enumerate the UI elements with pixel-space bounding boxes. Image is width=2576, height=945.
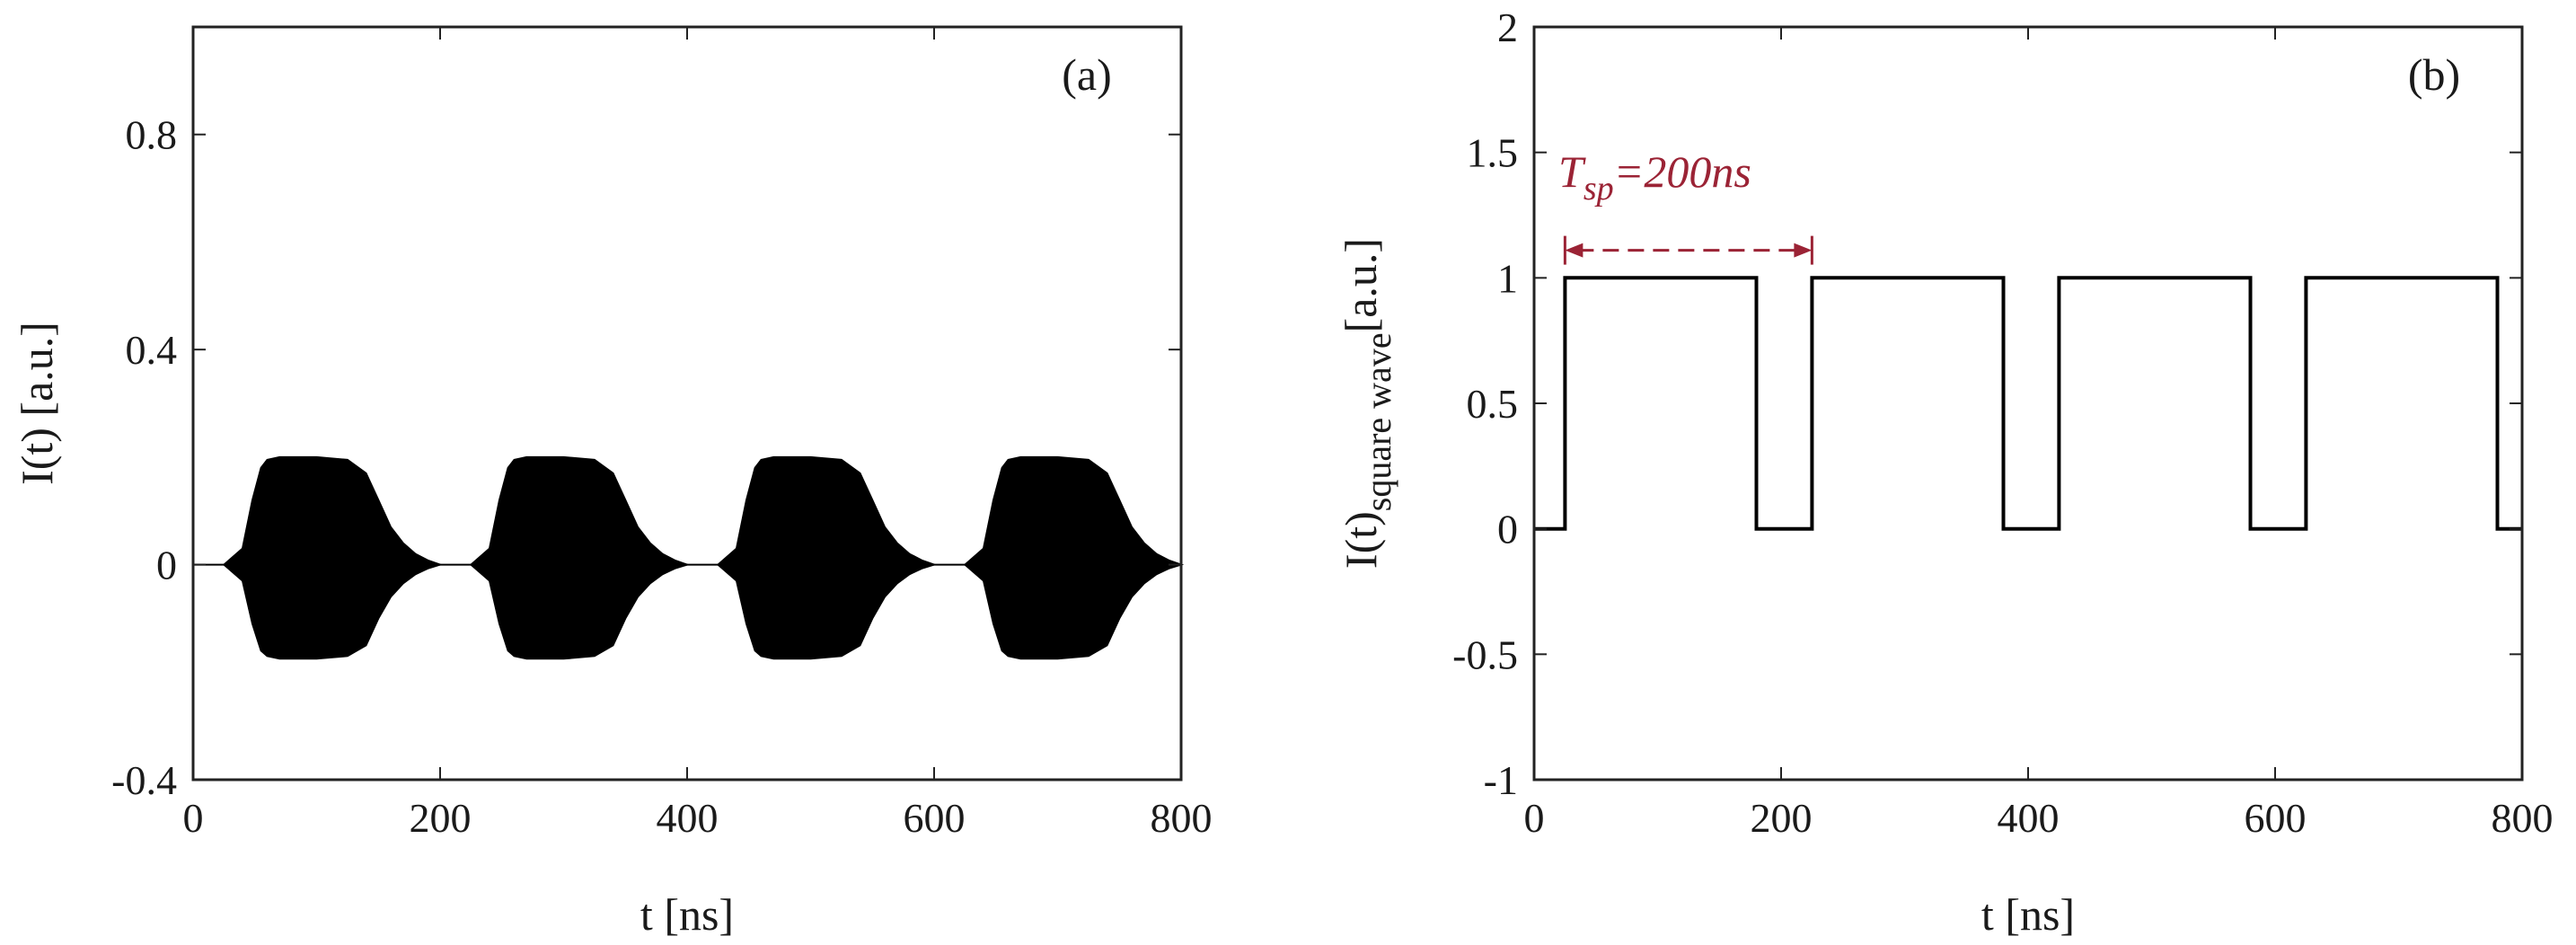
x-axis-label-b: t [ns] — [1981, 889, 2075, 940]
plot-frame-b — [1532, 25, 2524, 782]
signal-burst — [963, 455, 1185, 660]
x-tick-label: 0 — [183, 795, 204, 841]
envelope-bursts-a — [222, 455, 1185, 660]
x-ticks-a: 0 200 400 600 800 — [183, 27, 1213, 841]
x-axis-label-a: t [ns] — [640, 889, 734, 940]
y-axis-label-a: I(t) [a.u.] — [12, 322, 62, 485]
x-tick-label: 600 — [2245, 795, 2307, 841]
y-ticks-a: -0.4 0 0.4 0.8 — [111, 112, 1181, 803]
x-tick-label: 800 — [1151, 795, 1213, 841]
tsp-annotation: Tsp=200ns — [1558, 146, 1813, 265]
signal-burst — [222, 455, 444, 660]
x-tick-label: 600 — [904, 795, 966, 841]
tsp-rest: =200ns — [1614, 146, 1751, 197]
y-tick-label: -0.5 — [1452, 631, 1518, 677]
x-tick-label: 400 — [657, 795, 719, 841]
x-tick-label: 200 — [1751, 795, 1813, 841]
x-ticks-b: 0 200 400 600 800 — [1524, 27, 2554, 841]
y-tick-label: 0.4 — [126, 327, 178, 373]
x-tick-label: 800 — [2492, 795, 2554, 841]
signal-burst — [469, 455, 691, 660]
tsp-main: T — [1558, 146, 1586, 197]
y-tick-label: 1 — [1497, 255, 1518, 301]
tsp-right-arrowhead — [1794, 243, 1813, 258]
y-tick-label: 0 — [1497, 507, 1518, 552]
tsp-annotation-label: Tsp=200ns — [1558, 146, 1751, 208]
y-ticks-b: -1 -0.5 0 0.5 1 1.5 2 — [1452, 4, 2522, 803]
x-tick-label: 400 — [1998, 795, 2060, 841]
y-tick-label: -1 — [1484, 757, 1518, 803]
x-tick-label: 200 — [410, 795, 472, 841]
y-tick-label: 0 — [156, 543, 177, 588]
y-tick-label: -0.4 — [111, 757, 177, 803]
y-tick-label: 0.5 — [1467, 381, 1519, 427]
x-tick-label: 0 — [1524, 795, 1545, 841]
y-label-b-main: I(t) — [1336, 511, 1386, 569]
chart-panel-a: 0 200 400 600 800 -0.400.40.8 (a) t [ns] I(t… — [12, 25, 1213, 940]
chart-panel-b: Tsp=200ns 0 200 400 600 800 -1-0.500.511.52 … — [1336, 4, 2554, 940]
tsp-sub: sp — [1584, 170, 1614, 208]
y-tick-label: 0.8 — [126, 112, 178, 158]
tsp-left-arrowhead — [1565, 243, 1584, 258]
signal-burst — [716, 455, 938, 660]
y-tick-label: 2 — [1497, 4, 1518, 50]
square-wave-line — [1534, 276, 2522, 531]
y-axis-label-b: I(t)square wave[a.u.] — [1336, 238, 1398, 569]
plot-frame-a — [191, 25, 1183, 782]
panel-label-a: (a) — [1062, 49, 1112, 100]
panel-label-b: (b) — [2408, 49, 2460, 100]
y-label-b-sub: square wave — [1358, 332, 1398, 511]
y-tick-label: 1.5 — [1467, 130, 1519, 176]
y-label-b-suffix: [a.u.] — [1336, 238, 1386, 333]
